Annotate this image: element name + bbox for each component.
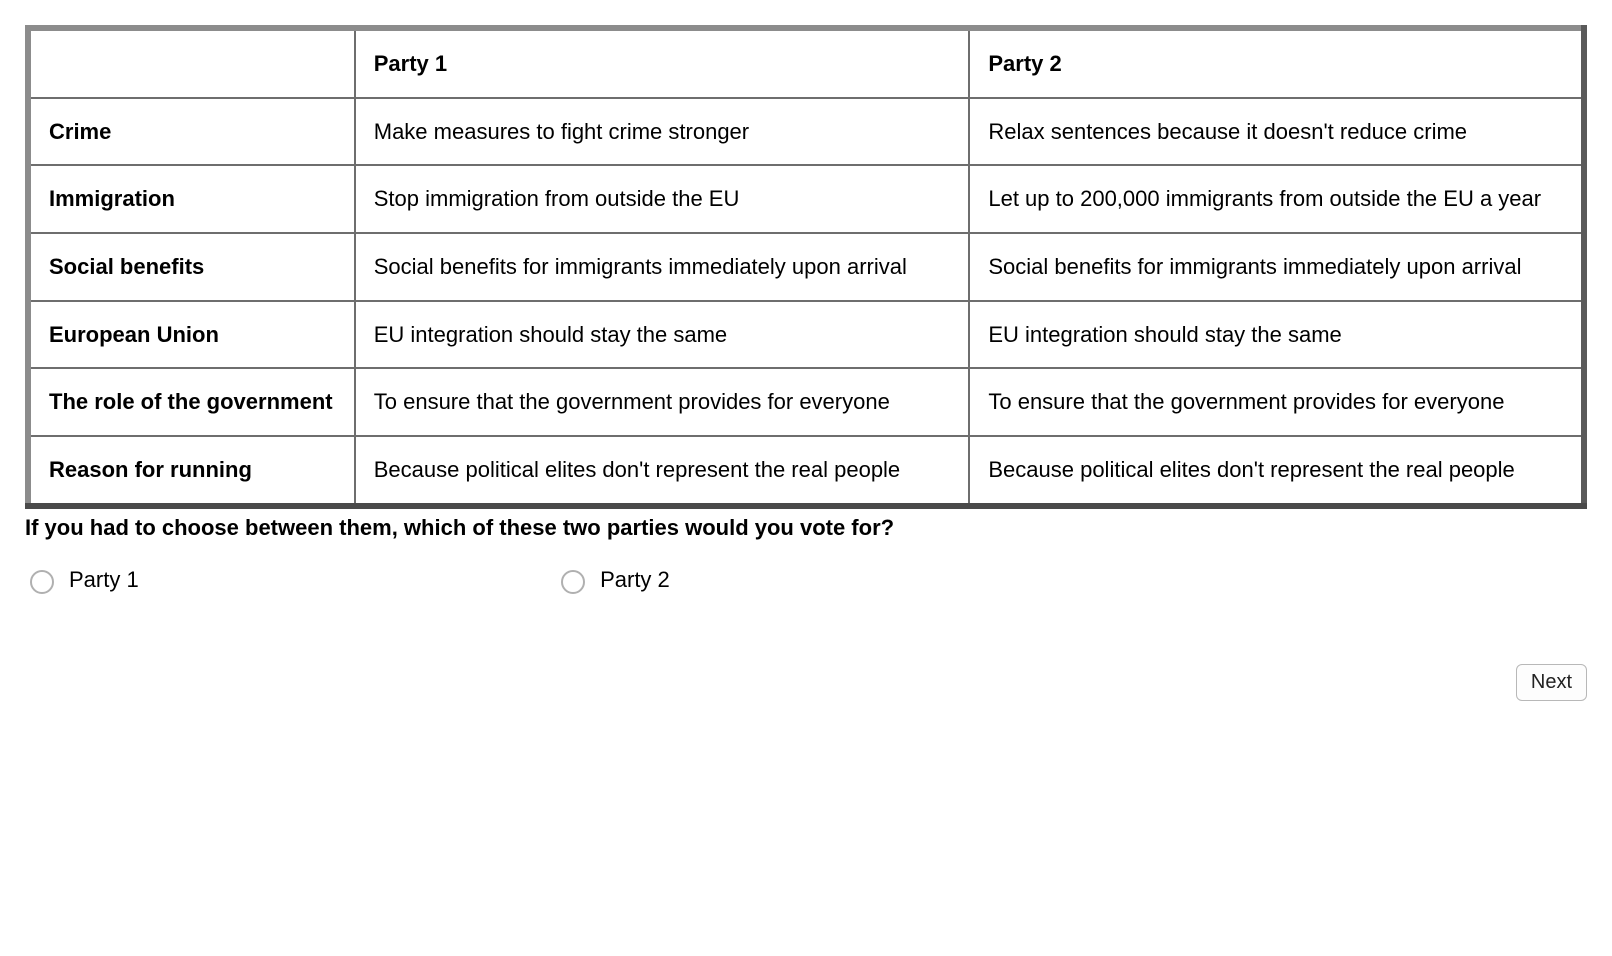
radio-option-group: Party 1 Party 2 <box>25 567 1587 594</box>
row-party1: Social benefits for immigrants immediate… <box>355 233 970 301</box>
footer-row: Next <box>25 664 1587 701</box>
option-party2[interactable]: Party 2 <box>556 567 1087 594</box>
row-party1: Make measures to fight crime stronger <box>355 98 970 166</box>
row-topic: European Union <box>28 301 355 369</box>
row-topic: Crime <box>28 98 355 166</box>
table-row: Reason for running Because political eli… <box>28 436 1584 506</box>
row-party1: EU integration should stay the same <box>355 301 970 369</box>
row-party2: Relax sentences because it doesn't reduc… <box>969 98 1584 166</box>
survey-question: If you had to choose between them, which… <box>25 515 1587 541</box>
row-party1: Because political elites don't represent… <box>355 436 970 506</box>
row-party2: Let up to 200,000 immigrants from outsid… <box>969 165 1584 233</box>
table-row: Crime Make measures to fight crime stron… <box>28 98 1584 166</box>
row-party2: Social benefits for immigrants immediate… <box>969 233 1584 301</box>
option-party2-label: Party 2 <box>600 567 670 593</box>
row-party2: To ensure that the government provides f… <box>969 368 1584 436</box>
row-party2: EU integration should stay the same <box>969 301 1584 369</box>
row-party2: Because political elites don't represent… <box>969 436 1584 506</box>
row-topic: The role of the government <box>28 368 355 436</box>
row-topic: Social benefits <box>28 233 355 301</box>
party-comparison-table: Party 1 Party 2 Crime Make measures to f… <box>25 25 1587 509</box>
row-topic: Reason for running <box>28 436 355 506</box>
table-header-row: Party 1 Party 2 <box>28 28 1584 98</box>
header-topic <box>28 28 355 98</box>
table-row: European Union EU integration should sta… <box>28 301 1584 369</box>
table-row: Social benefits Social benefits for immi… <box>28 233 1584 301</box>
table-row: The role of the government To ensure tha… <box>28 368 1584 436</box>
radio-party2[interactable] <box>561 570 585 594</box>
option-party1[interactable]: Party 1 <box>25 567 556 594</box>
header-party1: Party 1 <box>355 28 970 98</box>
row-party1: To ensure that the government provides f… <box>355 368 970 436</box>
table-row: Immigration Stop immigration from outsid… <box>28 165 1584 233</box>
radio-party1[interactable] <box>30 570 54 594</box>
option-party1-label: Party 1 <box>69 567 139 593</box>
next-button[interactable]: Next <box>1516 664 1587 701</box>
row-topic: Immigration <box>28 165 355 233</box>
header-party2: Party 2 <box>969 28 1584 98</box>
row-party1: Stop immigration from outside the EU <box>355 165 970 233</box>
